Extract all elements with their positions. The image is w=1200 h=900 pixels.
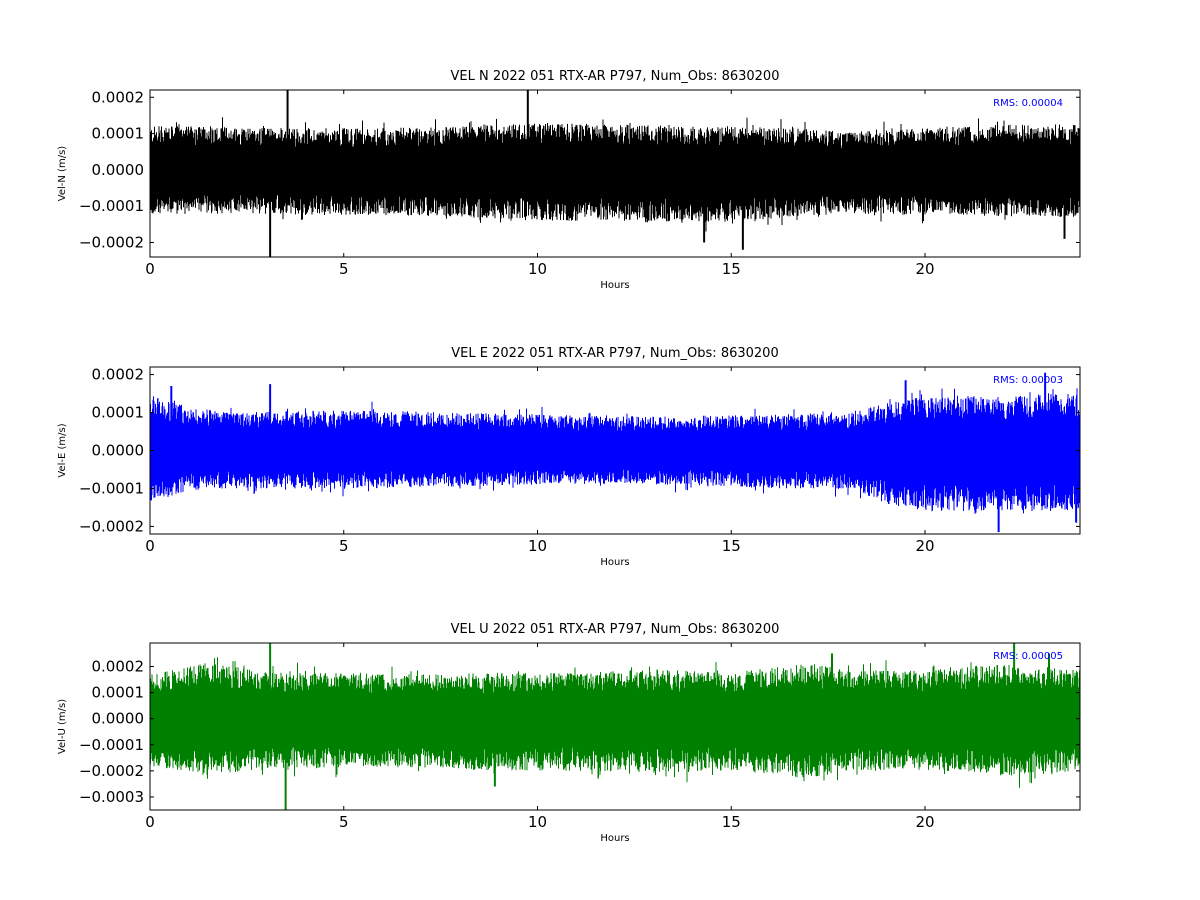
y-tick-label: 0.0002 [92, 657, 145, 675]
chart-title: VEL U 2022 051 RTX-AR P797, Num_Obs: 863… [451, 622, 780, 637]
y-tick-label: 0.0000 [92, 442, 145, 460]
plot-frame [149, 642, 1081, 811]
rms-annotation: RMS: 0.00005 [993, 651, 1063, 662]
x-tick-label: 15 [722, 537, 741, 555]
x-tick-label: 10 [528, 260, 547, 278]
rms-annotation: RMS: 0.00003 [993, 375, 1063, 386]
x-tick-label: 0 [145, 260, 155, 278]
y-tick-label: −0.0003 [79, 788, 144, 806]
y-axis-label: Vel-U (m/s) [57, 699, 68, 754]
chart-title: VEL N 2022 051 RTX-AR P797, Num_Obs: 863… [451, 69, 780, 84]
panel-2: 0 5 10 15 20 −0.0002 −0.0001 0.0000 0.0001 0.0002… [57, 346, 1081, 568]
x-tick-label: 15 [722, 813, 741, 831]
x-tick-label: 20 [915, 813, 934, 831]
series-trace [150, 643, 1080, 810]
y-tick-label: −0.0001 [79, 197, 144, 215]
x-axis-label: Hours [600, 280, 629, 291]
x-tick-label: 10 [528, 813, 547, 831]
rms-annotation: RMS: 0.00004 [993, 98, 1063, 109]
chart-title: VEL E 2022 051 RTX-AR P797, Num_Obs: 863… [451, 346, 778, 361]
y-tick-label: −0.0001 [79, 479, 144, 497]
y-tick-label: 0.0002 [92, 366, 145, 384]
panel-3: 0 5 10 15 20 −0.0003 −0.0002 −0.0001 0.0000 0.000… [57, 622, 1081, 844]
y-tick-label: −0.0002 [79, 762, 144, 780]
x-tick-label: 10 [528, 537, 547, 555]
y-tick-label: 0.0000 [92, 710, 145, 728]
x-tick-label: 5 [339, 537, 349, 555]
y-axis-label: Vel-E (m/s) [57, 423, 68, 477]
y-tick-label: 0.0001 [92, 125, 145, 143]
y-tick-label: −0.0002 [79, 233, 144, 251]
series-band [150, 117, 1080, 232]
x-tick-label: 5 [339, 813, 349, 831]
y-tick-label: 0.0001 [92, 404, 145, 422]
x-tick-label: 0 [145, 537, 155, 555]
x-tick-label: 0 [145, 813, 155, 831]
y-tick-label: −0.0001 [79, 736, 144, 754]
x-tick-label: 20 [915, 260, 934, 278]
y-tick-label: 0.0002 [92, 88, 145, 106]
y-axis-label: Vel-N (m/s) [57, 146, 68, 201]
y-tick-label: −0.0002 [79, 517, 144, 535]
y-tick-label: 0.0000 [92, 161, 145, 179]
series-trace [150, 372, 1080, 533]
series-band [150, 657, 1080, 788]
x-tick-label: 15 [722, 260, 741, 278]
panel-1: 0 5 10 15 20 −0.0002 −0.0001 0.0000 0.0001 0.0002… [57, 69, 1081, 291]
series-band [150, 388, 1080, 514]
plot-frame [149, 89, 1081, 258]
x-axis-label: Hours [600, 557, 629, 568]
x-axis-label: Hours [600, 833, 629, 844]
y-tick-label: 0.0001 [92, 684, 145, 702]
x-tick-label: 5 [339, 260, 349, 278]
x-tick-label: 20 [915, 537, 934, 555]
series-trace [150, 90, 1080, 257]
